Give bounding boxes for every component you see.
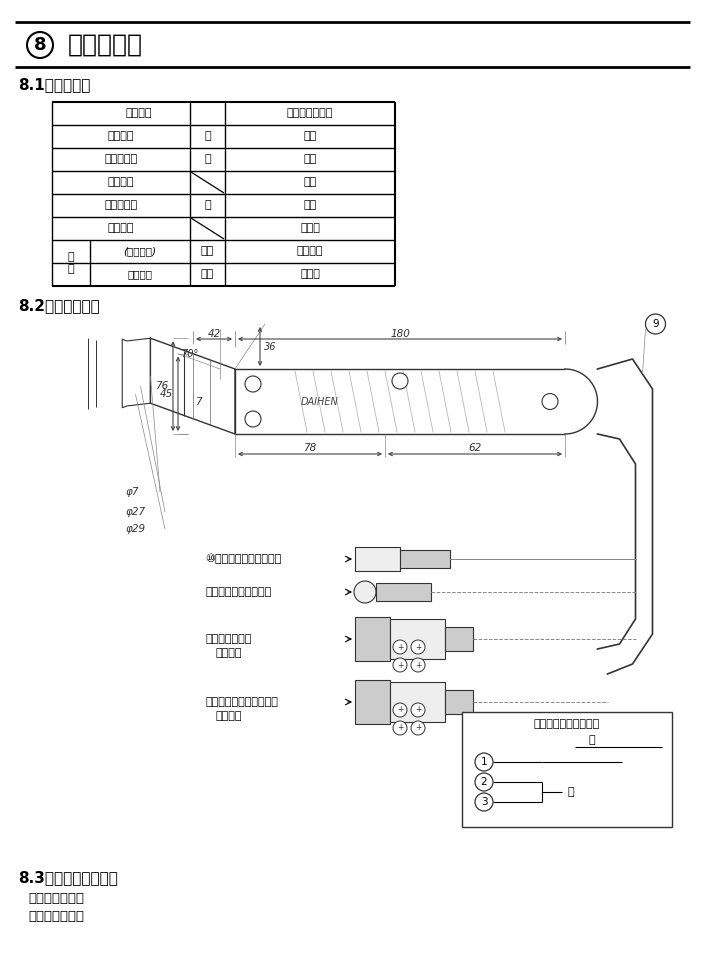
Text: ｋｇ: ｋｇ	[201, 246, 214, 257]
Text: +: +	[397, 705, 403, 714]
Text: +: +	[415, 705, 421, 714]
Circle shape	[392, 373, 408, 389]
Text: ７０: ７０	[303, 132, 317, 141]
Circle shape	[411, 640, 425, 654]
Circle shape	[393, 658, 407, 672]
Text: ⑩パワーケーブルホース: ⑩パワーケーブルホース	[205, 554, 281, 564]
Text: ％: ％	[204, 154, 211, 165]
Text: DAIHEN: DAIHEN	[301, 396, 339, 407]
Text: ６０: ６０	[303, 154, 317, 165]
Text: 8.1　仕　　様: 8.1 仕 様	[18, 78, 90, 92]
Text: +: +	[397, 642, 403, 651]
Text: 冷却方式: 冷却方式	[108, 177, 134, 187]
Bar	[445, 690, 473, 714]
Text: 1: 1	[481, 757, 487, 767]
Text: 45: 45	[160, 389, 173, 399]
Text: 空冷: 空冷	[303, 177, 317, 187]
Circle shape	[245, 376, 261, 392]
Text: ０．２５: ０．２５	[297, 246, 324, 257]
Bar	[355, 680, 390, 724]
Bar	[355, 617, 390, 661]
Bar	[462, 712, 672, 827]
Text: 70°: 70°	[181, 349, 199, 359]
Text: φ7: φ7	[125, 487, 138, 497]
Circle shape	[475, 773, 493, 791]
Text: +: +	[397, 724, 403, 733]
Text: φ27: φ27	[125, 507, 145, 517]
Circle shape	[475, 753, 493, 771]
Text: ５．０: ５．０	[300, 269, 320, 279]
Text: 180: 180	[390, 329, 410, 339]
Text: 7: 7	[195, 396, 202, 407]
Text: ｋｇ: ｋｇ	[201, 269, 214, 279]
Bar	[376, 583, 431, 601]
Text: １０: １０	[303, 201, 317, 210]
Text: ＭＲＡＴ－７０: ＭＲＡＴ－７０	[28, 910, 84, 922]
Bar	[390, 682, 445, 722]
Text: ケーブル長: ケーブル長	[104, 201, 137, 210]
Text: 62: 62	[468, 443, 482, 453]
Text: +: +	[415, 724, 421, 733]
Circle shape	[393, 640, 407, 654]
Text: ｍ: ｍ	[204, 201, 211, 210]
Text: 形　　式: 形 式	[125, 109, 152, 118]
Bar	[355, 547, 400, 571]
Circle shape	[393, 721, 407, 735]
Text: 使用ガス: 使用ガス	[108, 224, 134, 234]
Text: トーチスイッチ配線図: トーチスイッチ配線図	[534, 719, 600, 729]
Text: （２Ｐ）: （２Ｐ）	[215, 648, 242, 658]
Circle shape	[393, 703, 407, 717]
Text: ＶＲＣＴ－６０: ＶＲＣＴ－６０	[28, 891, 84, 904]
Text: 76: 76	[155, 381, 168, 391]
Text: 定格電流: 定格電流	[108, 132, 134, 141]
Text: 定格使用率: 定格使用率	[104, 154, 137, 165]
Text: 2: 2	[481, 777, 487, 787]
Text: 黒: 黒	[589, 735, 595, 745]
Text: 8: 8	[34, 36, 47, 54]
Text: 質
量: 質 量	[68, 252, 74, 274]
Text: 36: 36	[264, 341, 276, 352]
Text: 仕　　　様: 仕 様	[68, 33, 143, 57]
Bar	[400, 550, 450, 568]
Circle shape	[475, 793, 493, 811]
Circle shape	[411, 721, 425, 735]
Text: +: +	[415, 661, 421, 670]
Circle shape	[411, 658, 425, 672]
Bar	[445, 627, 473, 651]
Text: 3: 3	[481, 797, 487, 807]
Text: ⑪パイロットケーブル: ⑪パイロットケーブル	[205, 587, 271, 597]
Text: エアー: エアー	[300, 224, 320, 234]
Text: 42: 42	[207, 329, 221, 339]
Text: φ29: φ29	[125, 524, 145, 534]
Text: ⑫検出リード線: ⑫検出リード線	[205, 634, 252, 644]
Bar	[390, 619, 445, 659]
Text: Ａ: Ａ	[204, 132, 211, 141]
Text: ＣＴ－０７０２: ＣＴ－０７０２	[287, 109, 333, 118]
Text: (本体のみ): (本体のみ)	[123, 246, 157, 257]
Text: （３Ｐ）: （３Ｐ）	[215, 711, 242, 721]
Text: +: +	[397, 661, 403, 670]
Circle shape	[646, 314, 666, 334]
Text: （全体）: （全体）	[128, 269, 152, 279]
Circle shape	[27, 32, 53, 58]
Text: 8.3　組合せ切断電源: 8.3 組合せ切断電源	[18, 870, 118, 886]
Circle shape	[245, 411, 261, 427]
Text: 9: 9	[652, 319, 658, 329]
Text: 8.2　外形寸法図: 8.2 外形寸法図	[18, 298, 99, 314]
Text: +: +	[415, 642, 421, 651]
Circle shape	[542, 393, 558, 410]
Circle shape	[411, 703, 425, 717]
Circle shape	[354, 581, 376, 603]
Text: ⑬トーチスイッチコード: ⑬トーチスイッチコード	[205, 697, 278, 707]
Text: 白: 白	[567, 787, 574, 797]
Text: 78: 78	[303, 443, 317, 453]
